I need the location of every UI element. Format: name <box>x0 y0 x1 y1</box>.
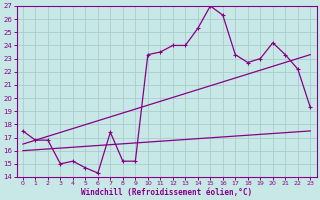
X-axis label: Windchill (Refroidissement éolien,°C): Windchill (Refroidissement éolien,°C) <box>81 188 252 197</box>
